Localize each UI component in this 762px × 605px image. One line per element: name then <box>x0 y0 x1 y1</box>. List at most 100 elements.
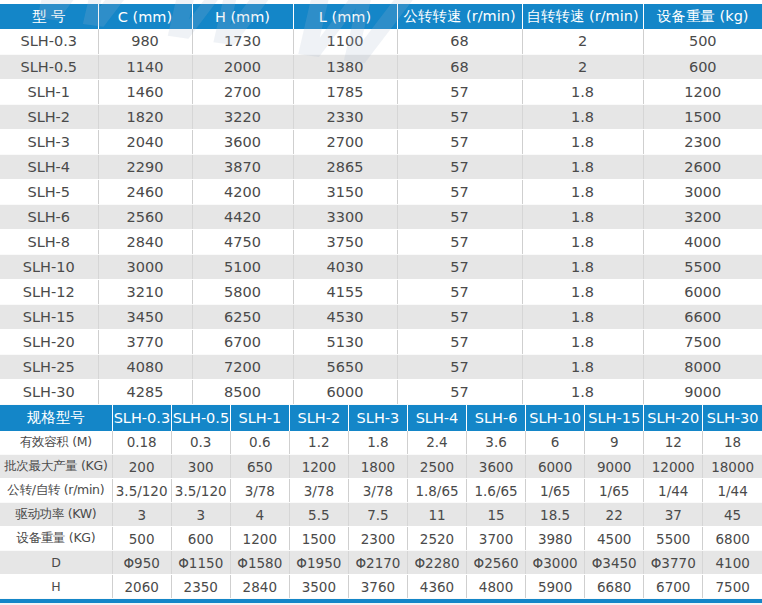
value-cell: 600 <box>643 54 762 79</box>
value-cell: 2700 <box>293 129 397 154</box>
value-cell: 2 <box>522 29 643 54</box>
value-cell: 57 <box>397 354 522 379</box>
value-cell: 8000 <box>643 354 762 379</box>
value-cell: 1.8/65 <box>407 479 466 503</box>
value-cell: 5500 <box>643 254 762 279</box>
row-label-cell: SLH-8 <box>0 229 98 254</box>
value-cell: 3700 <box>467 527 526 551</box>
row-label-cell: SLH-10 <box>0 254 98 279</box>
column-header: 规格型号 <box>0 405 112 431</box>
table-row: SLH-5246042003150571.83000 <box>0 179 762 204</box>
value-cell: 5800 <box>192 279 293 304</box>
value-cell: 57 <box>397 329 522 354</box>
value-cell: 4000 <box>643 229 762 254</box>
value-cell: 600 <box>171 527 230 551</box>
value-cell: 6700 <box>644 575 703 599</box>
value-cell: 18 <box>703 431 762 455</box>
value-cell: 4080 <box>98 354 192 379</box>
value-cell: 3450 <box>98 304 192 329</box>
column-header: SLH-4 <box>407 405 466 431</box>
spec-table-models-header: 规格型号SLH-0.3SLH-0.5SLH-1SLH-2SLH-3SLH-4SL… <box>0 405 762 431</box>
value-cell: 1.8 <box>522 104 643 129</box>
column-header: SLH-15 <box>585 405 644 431</box>
table-row: DΦ950Φ1150Φ1580Φ1950Φ2170Φ2280Φ2560Φ3000… <box>0 551 762 575</box>
value-cell: 2040 <box>98 129 192 154</box>
table-row: SLH-2182032202330571.81500 <box>0 104 762 129</box>
value-cell: 2.4 <box>407 431 466 455</box>
value-cell: 2700 <box>192 79 293 104</box>
value-cell: 3/78 <box>289 479 348 503</box>
value-cell: Φ3450 <box>585 551 644 575</box>
value-cell: 2300 <box>348 527 407 551</box>
row-label-cell: SLH-30 <box>0 379 98 404</box>
value-cell: 3600 <box>192 129 293 154</box>
table-row: SLH-3204036002700571.82300 <box>0 129 762 154</box>
value-cell: 1.8 <box>522 204 643 229</box>
row-label-cell: SLH-4 <box>0 154 98 179</box>
table-row: SLH-1146027001785571.81200 <box>0 79 762 104</box>
row-label-cell: SLH-1 <box>0 79 98 104</box>
row-label-cell: SLH-2 <box>0 104 98 129</box>
row-label-cell: SLH-25 <box>0 354 98 379</box>
column-header: H (mm) <box>192 4 293 29</box>
value-cell: 68 <box>397 29 522 54</box>
table-row: H206023502840350037604360480059006680670… <box>0 575 762 599</box>
spec-sheet-page: WWW 型 号C (mm)H (mm)L (mm)公转转速 (r/min)自转转… <box>0 0 762 605</box>
value-cell: 4030 <box>293 254 397 279</box>
row-label-cell: SLH-3 <box>0 129 98 154</box>
value-cell: 4530 <box>293 304 397 329</box>
spec-table-main-body: SLH-0.398017301100682500SLH-0.5114020001… <box>0 29 762 404</box>
value-cell: 2840 <box>230 575 289 599</box>
column-header: 设备重量 (kg) <box>643 4 762 29</box>
value-cell: 1.8 <box>522 129 643 154</box>
value-cell: 11 <box>407 503 466 527</box>
value-cell: 2840 <box>98 229 192 254</box>
value-cell: 9 <box>585 431 644 455</box>
value-cell: 1500 <box>643 104 762 129</box>
value-cell: 6700 <box>192 329 293 354</box>
spec-table-main-header: 型 号C (mm)H (mm)L (mm)公转转速 (r/min)自转转速 (r… <box>0 4 762 29</box>
value-cell: 1.8 <box>522 279 643 304</box>
value-cell: 3.6 <box>467 431 526 455</box>
row-label-cell: SLH-0.5 <box>0 54 98 79</box>
value-cell: 4200 <box>192 179 293 204</box>
row-label-cell: SLH-6 <box>0 204 98 229</box>
value-cell: 57 <box>397 279 522 304</box>
header-row: 型 号C (mm)H (mm)L (mm)公转转速 (r/min)自转转速 (r… <box>0 4 762 29</box>
value-cell: 1460 <box>98 79 192 104</box>
column-header: SLH-30 <box>703 405 762 431</box>
value-cell: 3750 <box>293 229 397 254</box>
column-header: SLH-20 <box>644 405 703 431</box>
value-cell: 3 <box>112 503 171 527</box>
value-cell: 6600 <box>643 304 762 329</box>
row-label-cell: D <box>0 551 112 575</box>
value-cell: 1100 <box>293 29 397 54</box>
value-cell: 3600 <box>467 455 526 479</box>
value-cell: 1.8 <box>522 329 643 354</box>
value-cell: 3/78 <box>230 479 289 503</box>
value-cell: 57 <box>397 254 522 279</box>
value-cell: 980 <box>98 29 192 54</box>
value-cell: 5100 <box>192 254 293 279</box>
value-cell: 1.8 <box>522 179 643 204</box>
value-cell: 1.8 <box>522 254 643 279</box>
value-cell: 12 <box>644 431 703 455</box>
table-row: SLH-25408072005650571.88000 <box>0 354 762 379</box>
value-cell: 6680 <box>585 575 644 599</box>
table-row: SLH-0.5114020001380682600 <box>0 54 762 79</box>
table-row: SLH-10300051004030571.85500 <box>0 254 762 279</box>
value-cell: 2460 <box>98 179 192 204</box>
value-cell: Φ2170 <box>348 551 407 575</box>
value-cell: 1.8 <box>522 229 643 254</box>
row-label-cell: SLH-12 <box>0 279 98 304</box>
value-cell: 3 <box>171 503 230 527</box>
value-cell: 45 <box>703 503 762 527</box>
table-row: SLH-4229038702865571.82600 <box>0 154 762 179</box>
value-cell: 1.8 <box>522 379 643 404</box>
value-cell: 2865 <box>293 154 397 179</box>
value-cell: 1/44 <box>703 479 762 503</box>
value-cell: 3770 <box>98 329 192 354</box>
header-row: 规格型号SLH-0.3SLH-0.5SLH-1SLH-2SLH-3SLH-4SL… <box>0 405 762 431</box>
value-cell: 2300 <box>643 129 762 154</box>
value-cell: 68 <box>397 54 522 79</box>
